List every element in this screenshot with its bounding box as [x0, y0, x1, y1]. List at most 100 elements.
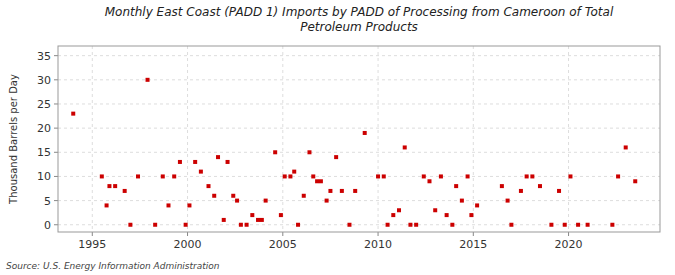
y-tick-label: 20 [37, 122, 51, 135]
point [273, 150, 277, 154]
point [178, 160, 182, 164]
x-tick [473, 232, 474, 236]
point [311, 174, 315, 178]
point [328, 189, 332, 193]
point [445, 213, 449, 217]
point [235, 199, 239, 203]
point [386, 223, 390, 227]
point [347, 223, 351, 227]
point [557, 189, 561, 193]
x-grid-line [92, 46, 93, 232]
point [315, 179, 319, 183]
point [222, 218, 226, 222]
point [576, 223, 580, 227]
y-grid-line [58, 128, 660, 129]
y-tick [54, 224, 58, 225]
point [245, 223, 249, 227]
point [319, 179, 323, 183]
point [616, 174, 620, 178]
y-tick-label: 5 [44, 195, 51, 208]
point [563, 223, 567, 227]
point [166, 203, 170, 207]
point [568, 174, 572, 178]
y-tick [54, 55, 58, 56]
y-grid-line [58, 152, 660, 153]
y-tick-label: 15 [37, 146, 51, 159]
y-tick [54, 128, 58, 129]
point [226, 160, 230, 164]
point [363, 131, 367, 135]
grid [58, 46, 660, 232]
source-note: Source: U.S. Energy Information Administ… [6, 261, 220, 271]
point [460, 199, 464, 203]
point [184, 223, 188, 227]
point [172, 174, 176, 178]
point [340, 189, 344, 193]
point [128, 223, 132, 227]
point [475, 203, 479, 207]
point [450, 223, 454, 227]
x-tick [282, 232, 283, 236]
point [624, 145, 628, 149]
point [136, 174, 140, 178]
point [525, 174, 529, 178]
point [113, 184, 117, 188]
x-tick-label: 2010 [364, 238, 392, 251]
y-tick-label: 35 [37, 50, 51, 63]
y-tick [54, 103, 58, 104]
point [71, 112, 75, 116]
title: Monthly East Coast (PADD 1) Imports by P… [105, 5, 614, 34]
x-grid-line [473, 46, 474, 232]
chart: 05101520253035199520002005201020152020Mo… [0, 0, 675, 275]
point [408, 223, 412, 227]
point [382, 174, 386, 178]
point [199, 170, 203, 174]
point [123, 189, 127, 193]
point [153, 223, 157, 227]
point [107, 184, 111, 188]
x-grid-line [568, 46, 569, 232]
point [216, 155, 220, 159]
point [288, 174, 292, 178]
point [146, 78, 150, 82]
point [391, 213, 395, 217]
x-tick [568, 232, 569, 236]
point [105, 203, 109, 207]
y-grid-line [58, 200, 660, 201]
point [231, 194, 235, 198]
point [530, 174, 534, 178]
y-tick [54, 176, 58, 177]
point [302, 194, 306, 198]
point [422, 174, 426, 178]
point [549, 223, 553, 227]
point [506, 199, 510, 203]
point [433, 208, 437, 212]
y-tick [54, 79, 58, 80]
point [519, 189, 523, 193]
plot-frame [58, 46, 660, 232]
x-tick-label: 1995 [78, 238, 106, 251]
point [212, 194, 216, 198]
point [292, 170, 296, 174]
y-grid-line [58, 224, 660, 225]
point [509, 223, 513, 227]
x-grid-line [282, 46, 283, 232]
point [187, 203, 191, 207]
point [296, 223, 300, 227]
point [100, 174, 104, 178]
point [633, 179, 637, 183]
point [376, 174, 380, 178]
point [439, 174, 443, 178]
point [283, 174, 287, 178]
y-tick-label: 0 [44, 219, 51, 232]
title-line: Petroleum Products [300, 20, 418, 34]
point [334, 155, 338, 159]
point [500, 184, 504, 188]
point [260, 218, 264, 222]
point [207, 184, 211, 188]
x-tick-label: 2015 [459, 238, 487, 251]
point [250, 213, 254, 217]
y-tick [54, 152, 58, 153]
x-tick-label: 2000 [174, 238, 202, 251]
point [325, 199, 329, 203]
